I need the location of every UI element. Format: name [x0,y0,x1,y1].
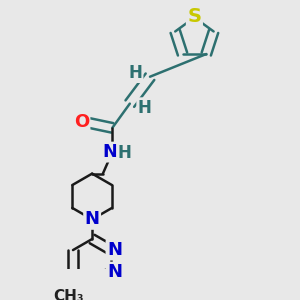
Text: H: H [128,64,142,82]
Text: N: N [107,241,122,259]
Text: N: N [85,210,100,228]
Text: H: H [138,99,152,117]
Text: S: S [188,7,201,26]
Text: N: N [102,143,117,161]
Text: O: O [74,113,89,131]
Text: N: N [107,263,122,281]
Text: H: H [118,144,131,162]
Text: CH₃: CH₃ [54,289,84,300]
